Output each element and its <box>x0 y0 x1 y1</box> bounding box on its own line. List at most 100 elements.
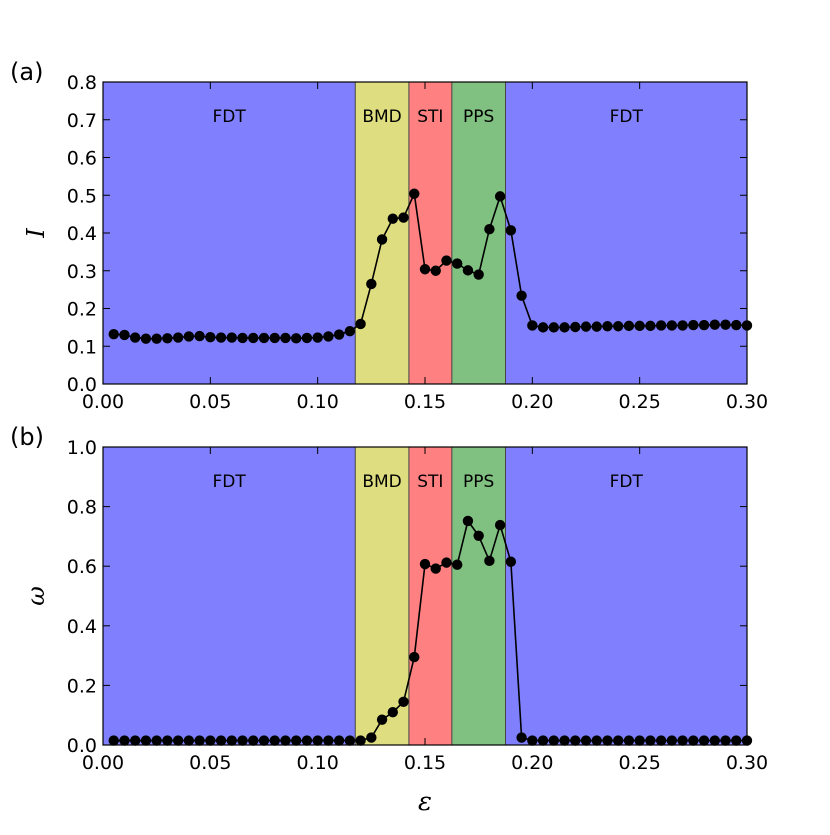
data-point <box>280 735 291 746</box>
y-tick-label: 0.2 <box>67 675 97 697</box>
data-point <box>291 333 302 344</box>
y-tick-label: 0.0 <box>67 735 97 757</box>
data-point <box>462 265 474 276</box>
region-label-fdt: FDT <box>610 472 644 492</box>
panel-label: (a) <box>10 58 43 86</box>
data-point <box>505 556 517 567</box>
x-tick-label: 0.25 <box>619 752 661 774</box>
data-point <box>666 320 678 331</box>
data-point <box>634 320 645 332</box>
data-point <box>387 213 398 224</box>
panel-label: (b) <box>10 423 44 451</box>
data-point <box>570 321 581 333</box>
data-point <box>376 714 388 725</box>
data-point <box>409 651 420 663</box>
region-label-pps: PPS <box>463 472 494 492</box>
data-point <box>333 735 345 746</box>
data-point <box>333 329 345 340</box>
region-band-fdt <box>505 82 747 384</box>
data-point <box>666 735 678 746</box>
data-point <box>591 321 602 332</box>
data-point <box>623 735 635 746</box>
data-point <box>312 332 323 343</box>
region-label-bmd: BMD <box>362 472 401 492</box>
y-tick-label: 0.5 <box>67 185 97 207</box>
region-band-sti <box>408 447 452 745</box>
region-label-fdt: FDT <box>610 107 644 127</box>
data-point <box>677 320 688 331</box>
region-band-fdt <box>103 447 356 745</box>
data-point <box>398 696 409 707</box>
x-tick-label: 0.15 <box>404 752 446 774</box>
data-point <box>248 332 259 344</box>
x-tick-label: 0.00 <box>82 752 124 774</box>
data-point <box>634 735 645 746</box>
data-point <box>194 735 205 746</box>
data-point <box>151 735 162 746</box>
data-point <box>591 735 602 746</box>
x-tick-label: 0.05 <box>189 391 231 413</box>
data-point <box>623 320 635 332</box>
data-point <box>570 735 581 746</box>
data-point <box>688 319 699 331</box>
data-point <box>645 320 656 332</box>
data-point <box>355 318 366 330</box>
data-point <box>452 258 463 269</box>
region-band-bmd <box>355 447 409 745</box>
y-tick-label: 0.6 <box>67 556 97 578</box>
data-point <box>280 332 291 344</box>
data-point <box>130 332 141 343</box>
x-axis-label: ε <box>418 787 432 817</box>
region-band-pps <box>451 447 506 745</box>
data-point <box>709 319 720 330</box>
data-point <box>258 735 270 746</box>
data-point <box>473 269 484 280</box>
data-point <box>655 320 667 331</box>
data-point <box>323 735 334 746</box>
data-point <box>419 264 431 275</box>
region-band-pps <box>451 82 506 384</box>
data-point <box>613 321 624 332</box>
data-point <box>688 735 699 746</box>
data-point <box>162 333 173 344</box>
data-point <box>484 224 495 235</box>
data-point <box>291 735 302 746</box>
data-point <box>698 319 710 331</box>
y-tick-label: 0.4 <box>67 616 97 638</box>
data-point <box>537 735 549 746</box>
x-tick-label: 0.00 <box>82 391 124 413</box>
x-tick-label: 0.20 <box>511 391 553 413</box>
data-point <box>430 563 441 574</box>
data-point <box>172 735 184 746</box>
y-tick-label: 0.8 <box>67 497 97 519</box>
data-point <box>205 735 216 746</box>
data-point <box>140 735 152 746</box>
data-point <box>194 330 205 342</box>
y-axis-label: I <box>22 228 50 239</box>
y-tick-label: 0.4 <box>67 223 97 245</box>
data-point <box>741 735 753 746</box>
y-axis-label: ω <box>22 586 50 606</box>
data-point <box>183 735 195 746</box>
data-point <box>655 735 667 746</box>
region-label-fdt: FDT <box>212 472 246 492</box>
region-label-sti: STI <box>417 472 443 492</box>
data-point <box>130 735 141 746</box>
data-point <box>516 732 527 743</box>
region-label-sti: STI <box>417 107 443 127</box>
data-point <box>419 558 431 570</box>
data-point <box>731 735 742 746</box>
data-point <box>183 331 195 342</box>
data-point <box>119 735 130 746</box>
data-point <box>108 328 119 340</box>
data-point <box>269 332 280 344</box>
data-point <box>237 735 248 746</box>
data-point <box>548 735 559 746</box>
data-point <box>441 557 452 568</box>
y-tick-label: 0.8 <box>67 72 97 94</box>
data-point <box>527 320 538 331</box>
data-point <box>140 333 152 344</box>
data-point <box>741 320 753 331</box>
y-tick-label: 0.6 <box>67 148 97 170</box>
